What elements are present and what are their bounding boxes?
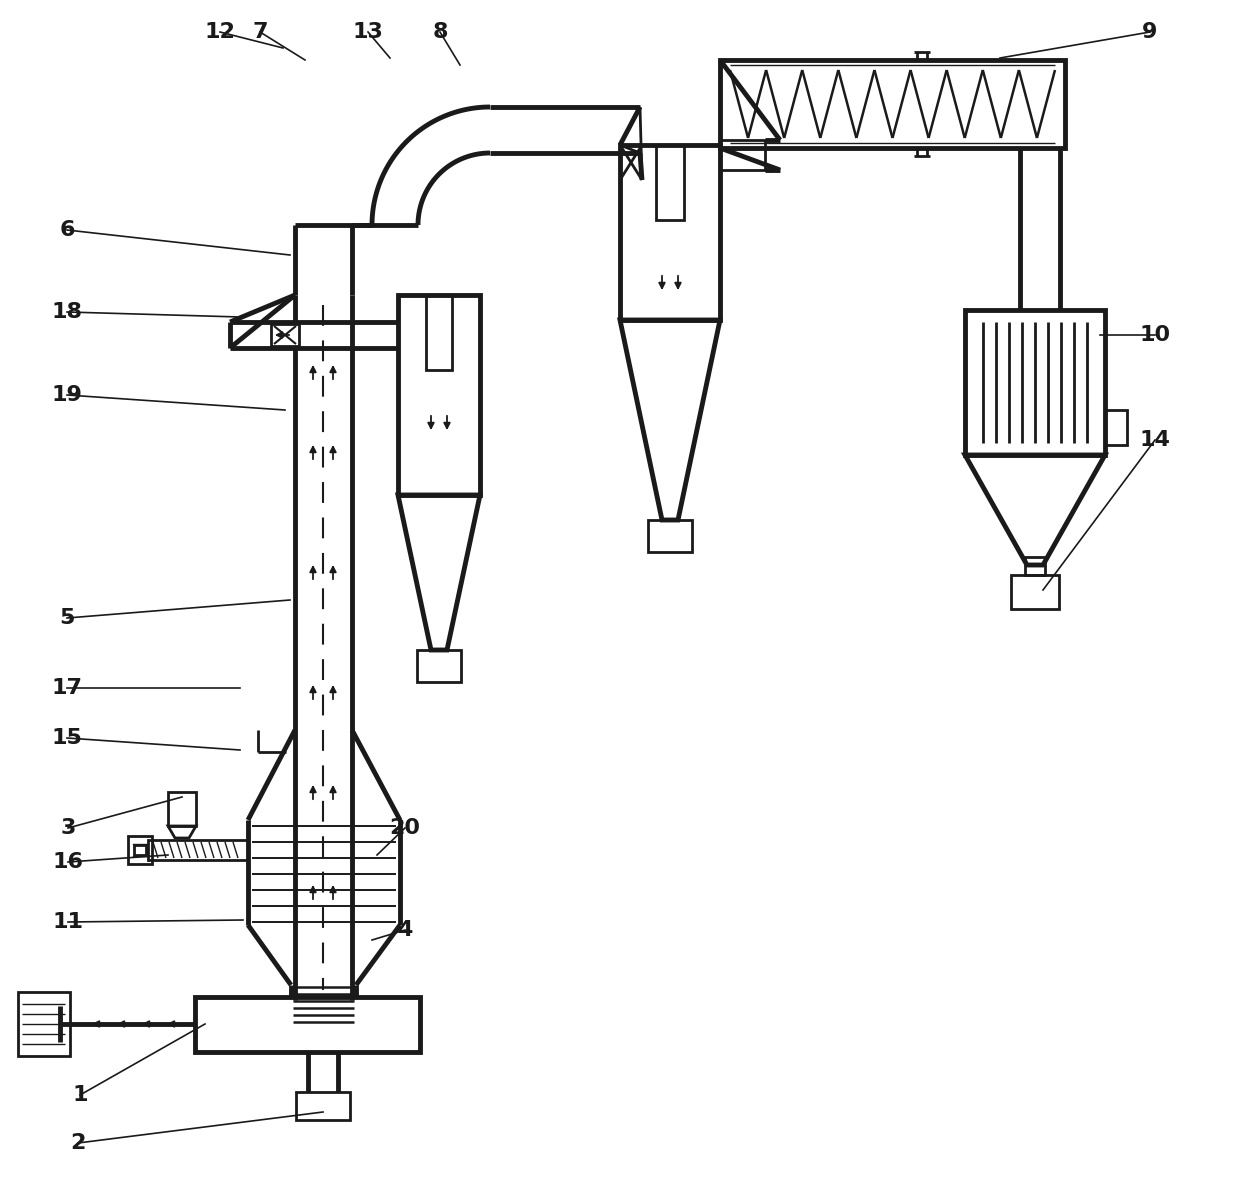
Text: 20: 20 <box>389 818 420 838</box>
Text: 9: 9 <box>1142 21 1158 42</box>
Bar <box>134 845 146 855</box>
Bar <box>720 60 1065 148</box>
Text: 4: 4 <box>397 921 413 940</box>
Bar <box>167 792 196 826</box>
Text: 11: 11 <box>52 912 83 933</box>
Text: 1: 1 <box>72 1085 88 1104</box>
Bar <box>272 324 299 346</box>
Bar <box>296 1093 350 1120</box>
Text: 7: 7 <box>252 21 268 42</box>
Text: 16: 16 <box>52 853 83 872</box>
Bar <box>427 295 453 370</box>
Bar <box>965 310 1105 455</box>
Text: 5: 5 <box>60 608 74 628</box>
Bar <box>656 144 684 220</box>
Text: 10: 10 <box>1140 325 1171 345</box>
Bar <box>720 140 765 170</box>
Bar <box>1011 576 1059 609</box>
Bar <box>148 841 248 860</box>
Bar <box>1105 410 1127 445</box>
Bar <box>195 997 420 1052</box>
Bar <box>19 992 69 1055</box>
Text: 18: 18 <box>52 302 83 322</box>
Text: 19: 19 <box>52 384 82 405</box>
Bar <box>620 144 720 320</box>
Text: 8: 8 <box>433 21 448 42</box>
Text: 6: 6 <box>60 220 74 240</box>
Text: 3: 3 <box>61 818 76 838</box>
Bar <box>128 836 153 864</box>
Text: 2: 2 <box>71 1133 86 1153</box>
Bar <box>417 650 461 682</box>
Text: 12: 12 <box>205 21 236 42</box>
Bar <box>1025 556 1045 576</box>
Text: 14: 14 <box>1140 430 1171 450</box>
Text: 15: 15 <box>52 728 82 747</box>
Bar <box>398 295 480 496</box>
Text: 13: 13 <box>352 21 383 42</box>
Bar <box>649 521 692 552</box>
Text: 17: 17 <box>52 678 83 698</box>
